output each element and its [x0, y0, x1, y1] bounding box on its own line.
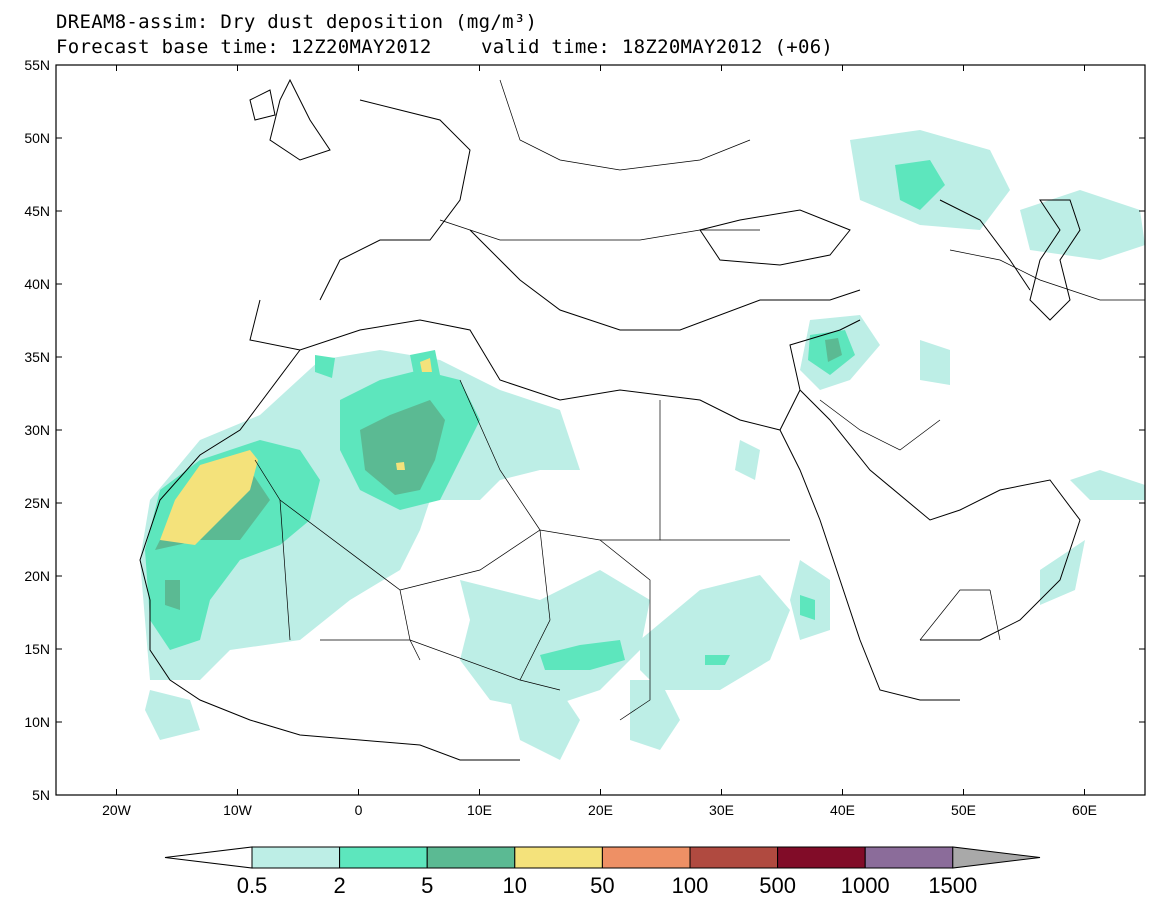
lon-label: 40E [830, 802, 855, 818]
lat-label: 15N [24, 641, 50, 657]
colorbar-label: 500 [759, 873, 796, 898]
colorbar-segment [426, 846, 516, 869]
dust-shading-level-1 [140, 130, 1145, 760]
lat-label: 55N [24, 57, 50, 73]
lat-label: 30N [24, 422, 50, 438]
coastlines [139, 78, 1081, 761]
colorbar-segment [339, 846, 428, 869]
country-borders [254, 79, 1145, 721]
lon-label: 10W [223, 802, 253, 818]
colorbar-label: 1500 [928, 873, 977, 898]
lat-label: 5N [32, 787, 50, 803]
lat-label: 10N [24, 714, 50, 730]
lon-label: 50E [951, 802, 976, 818]
black-sea [699, 209, 851, 266]
colorbar-label: 0.5 [237, 873, 268, 898]
colorbar-under-triangle [164, 846, 253, 869]
lon-label: 30E [709, 802, 734, 818]
lat-label: 20N [24, 568, 50, 584]
lat-label: 35N [24, 349, 50, 365]
lon-label: 60E [1072, 802, 1097, 818]
longitude-axis: 20W 10W 0 10E 20E 30E 40E 50E 60E [102, 65, 1097, 818]
colorbar-segment [864, 846, 954, 869]
dust-shading-level-4 [160, 358, 432, 545]
forecast-base-time: Forecast base time: 12Z20MAY2012 [56, 36, 432, 58]
colorbar-label: 50 [590, 873, 614, 898]
colorbar-label: 10 [503, 873, 527, 898]
colorbar-over-triangle [952, 846, 1041, 869]
colorbar-segment [777, 846, 866, 869]
lon-label: 20E [588, 802, 613, 818]
lat-label: 25N [24, 495, 50, 511]
colorbar-label: 5 [421, 873, 433, 898]
valid-time: valid time: 18Z20MAY2012 (+06) [481, 36, 834, 58]
lon-label: 10E [467, 802, 492, 818]
lat-label: 40N [24, 276, 50, 292]
colorbar-segment [514, 846, 603, 869]
time-info: Forecast base time: 12Z20MAY2012 valid ti… [56, 36, 833, 58]
lat-label: 50N [24, 130, 50, 146]
colorbar-segment [689, 846, 779, 869]
colorbar-segment [601, 846, 691, 869]
lon-label: 20W [102, 802, 132, 818]
colorbar-label: 100 [672, 873, 709, 898]
map-title: DREAM8-assim: Dry dust deposition (mg/m³… [56, 11, 538, 33]
lat-label: 45N [24, 203, 50, 219]
colorbar-label: 2 [333, 873, 345, 898]
latitude-axis: 55N 50N 45N 40N 35N 30N 25N 20N 15N 10N 5N [24, 57, 1145, 803]
colorbar: 0.5 2 5 10 50 100 500 1000 1500 [164, 846, 1041, 898]
colorbar-label: 1000 [841, 873, 890, 898]
lon-label: 0 [355, 802, 363, 818]
caspian-sea [1029, 199, 1081, 321]
colorbar-segment [251, 846, 341, 869]
